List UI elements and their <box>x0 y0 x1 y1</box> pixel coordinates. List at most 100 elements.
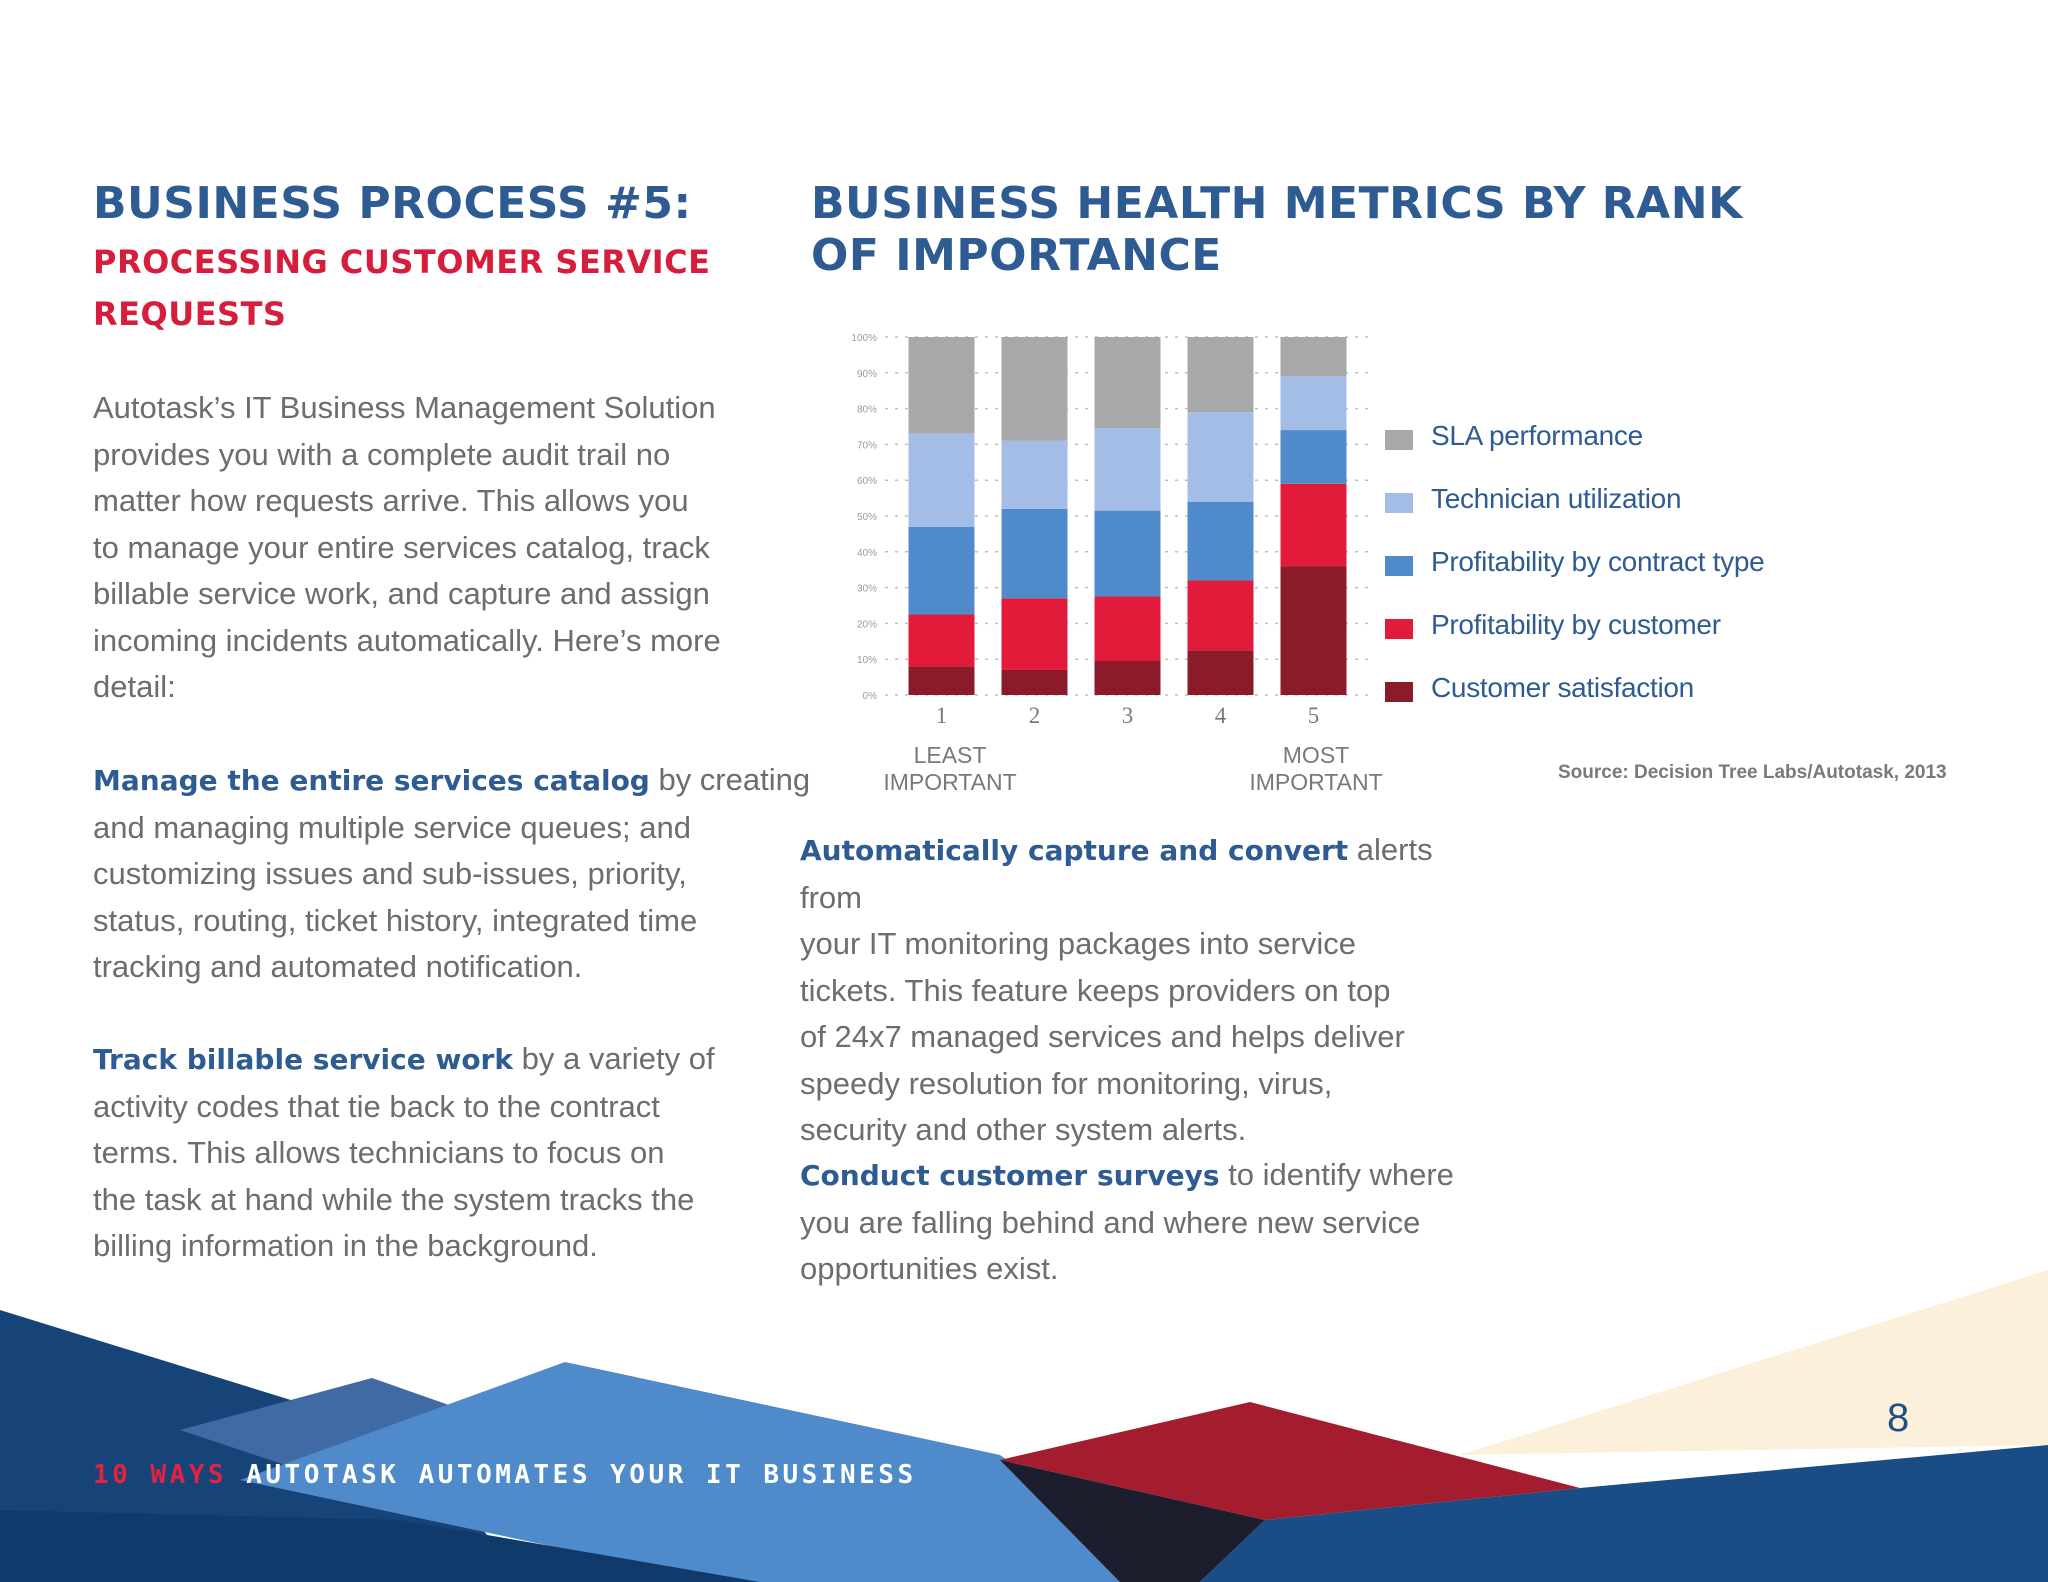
bar-segment <box>908 433 975 527</box>
x-tick-label: 1 <box>936 703 948 725</box>
footer-red-shape <box>1000 1402 1580 1520</box>
right-title-line1: BUSINESS HEALTH METRICS BY RANK <box>811 178 1743 229</box>
bar-segment <box>908 666 975 695</box>
footer-title: 10 WAYS AUTOTASK AUTOMATES YOUR IT BUSIN… <box>93 1460 917 1490</box>
bar-segment <box>1094 337 1161 429</box>
billable-line: terms. This allows technicians to focus … <box>93 1135 665 1170</box>
bar-segment <box>1001 337 1068 441</box>
bar-segment <box>1001 669 1068 695</box>
intro-line: provides you with a complete audit trail… <box>93 436 671 472</box>
billable-line: activity codes that tie back to the cont… <box>93 1088 660 1124</box>
y-tick-label: 60% <box>857 476 877 487</box>
left-subtitle-line1: PROCESSING CUSTOMER SERVICE <box>93 243 711 281</box>
x-tick-label: 4 <box>1215 703 1227 725</box>
bar-segment <box>908 337 975 434</box>
surveys-line: opportunities exist. <box>800 1251 1059 1286</box>
x-tick-label: 5 <box>1308 703 1320 725</box>
bar-segment <box>1280 376 1347 431</box>
legend-swatch <box>1385 619 1413 639</box>
footer-title-rest: AUTOTASK AUTOMATES YOUR IT BUSINESS <box>227 1460 917 1490</box>
bar-segment <box>1001 598 1068 670</box>
x-axis-most-label: MOST IMPORTANT <box>1236 742 1396 796</box>
bar-segment <box>908 614 975 667</box>
x-tick-label: 3 <box>1122 703 1134 725</box>
bar-segment <box>1187 501 1254 581</box>
footer-steel-shape <box>180 1378 520 1470</box>
legend-label: SLA performance <box>1431 420 1643 451</box>
bar-segment <box>1187 337 1254 413</box>
y-tick-label: 90% <box>857 369 877 380</box>
billable-rest: by a variety of <box>513 1041 715 1076</box>
legend-swatch <box>1385 493 1413 513</box>
footer-mid-blue <box>240 1362 1180 1582</box>
left-subtitle-line2: REQUESTS <box>93 295 287 333</box>
x-axis-least-label: LEAST IMPORTANT <box>870 742 1030 796</box>
alerts-bold: Automatically capture and convert <box>800 834 1349 867</box>
most-line: MOST <box>1282 742 1350 768</box>
billable-bold: Track billable service work <box>93 1043 513 1076</box>
billable-line: billing information in the background. <box>93 1228 598 1263</box>
bar-segment <box>1094 428 1161 511</box>
surveys-line: you are falling behind and where new ser… <box>800 1204 1421 1240</box>
footer-decoration <box>0 1270 2048 1582</box>
y-tick-label: 50% <box>857 512 877 523</box>
bar-segment <box>1280 483 1347 567</box>
footer-navy-right <box>1200 1445 2048 1582</box>
catalog-paragraph: Manage the entire services catalog by cr… <box>93 757 813 991</box>
alerts-line: speedy resolution for monitoring, virus, <box>800 1065 1333 1101</box>
catalog-line: tracking and automated notification. <box>93 949 583 984</box>
alerts-line: of 24x7 managed services and helps deliv… <box>800 1019 1405 1054</box>
footer-dark-shape <box>1000 1460 1265 1582</box>
y-tick-label: 40% <box>857 548 877 559</box>
bar-segment <box>1187 650 1254 695</box>
least-line: LEAST <box>913 742 987 768</box>
catalog-bold: Manage the entire services catalog <box>93 764 650 797</box>
y-tick-label: 100% <box>851 333 877 344</box>
stacked-bar-chart: 0% 10% 20% 30% 40% 50% 60% 70% 80% 90% 100% 1 2 3 4 5 <box>851 333 1370 725</box>
bar-segment <box>1094 510 1161 597</box>
intro-line: billable service work, and capture and a… <box>93 576 710 611</box>
catalog-line: status, routing, ticket history, integra… <box>93 902 698 938</box>
billable-line: Track billable service work by a variety… <box>93 1036 813 1084</box>
y-tick-label: 80% <box>857 405 877 416</box>
legend-label: Customer satisfaction <box>1431 672 1694 703</box>
catalog-rest: by creating <box>649 762 811 797</box>
alerts-line: your IT monitoring packages into service <box>800 926 1356 961</box>
left-title: BUSINESS PROCESS #5: <box>93 178 692 229</box>
bar-segment <box>1094 660 1161 695</box>
y-tick-label: 30% <box>857 584 877 595</box>
intro-line: detail: <box>93 669 176 704</box>
intro-line: Autotask’s IT Business Management Soluti… <box>93 390 716 425</box>
surveys-paragraph: Conduct customer surveys to identify whe… <box>800 1152 1500 1293</box>
y-tick-label: 70% <box>857 440 877 451</box>
least-line: IMPORTANT <box>883 769 1017 795</box>
bar-segment <box>908 526 975 615</box>
x-tick-label: 2 <box>1029 703 1041 725</box>
surveys-bold: Conduct customer surveys <box>800 1159 1220 1192</box>
intro-line: to manage your entire services catalog, … <box>93 529 710 565</box>
legend-label: Profitability by customer <box>1431 609 1721 640</box>
bar-segment <box>1001 440 1068 509</box>
billable-line: the task at hand while the system tracks… <box>93 1181 695 1217</box>
page-number: 8 <box>1887 1396 1910 1440</box>
alerts-rest: alerts from <box>800 832 1433 915</box>
chart-source: Source: Decision Tree Labs/Autotask, 201… <box>1558 762 1947 783</box>
intro-line: incoming incidents automatically. Here’s… <box>93 622 721 658</box>
legend-label: Profitability by contract type <box>1431 546 1765 577</box>
surveys-rest: to identify where <box>1219 1157 1454 1192</box>
intro-paragraph: Autotask’s IT Business Management Soluti… <box>93 385 793 711</box>
footer-navy-bottom <box>0 1510 760 1582</box>
intro-line: matter how requests arrive. This allows … <box>93 483 689 518</box>
bar-segment <box>1280 337 1347 377</box>
alerts-paragraph: Automatically capture and convert alerts… <box>800 827 1500 1154</box>
bar-segment <box>1280 566 1347 695</box>
bar-segment <box>1094 596 1161 661</box>
footer-cream-shape <box>1460 1270 2048 1455</box>
right-title-line2: OF IMPORTANCE <box>811 230 1222 281</box>
legend-swatch <box>1385 556 1413 576</box>
alerts-line: Automatically capture and convert alerts… <box>800 827 1500 921</box>
alerts-line: tickets. This feature keeps providers on… <box>800 972 1391 1008</box>
bar-segment <box>1187 412 1254 502</box>
y-tick-label: 10% <box>857 655 877 666</box>
most-line: IMPORTANT <box>1249 769 1383 795</box>
